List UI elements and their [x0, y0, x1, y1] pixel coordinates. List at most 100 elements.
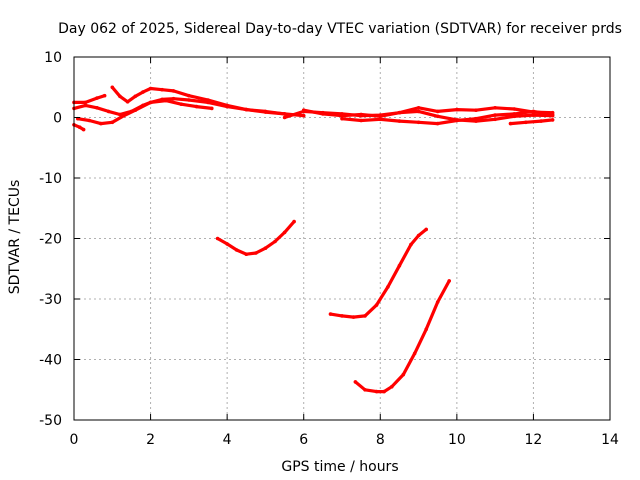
data-point-arc-6 [435, 114, 440, 119]
x-tick-label: 0 [70, 432, 79, 448]
data-point-arc-5 [148, 86, 153, 91]
data-point-arc-4 [77, 125, 82, 129]
data-point-arc-12 [390, 384, 394, 389]
y-tick-label: 0 [53, 111, 62, 127]
series-arc-3 [76, 98, 214, 126]
x-tick-label: 12 [525, 432, 543, 448]
data-point-arc-8 [359, 118, 363, 123]
data-point-arc-11 [374, 303, 379, 307]
data-point-arc-12 [447, 279, 452, 283]
x-tick-label: 14 [601, 432, 619, 448]
x-tick-label: 2 [146, 432, 155, 448]
data-point-arc-7 [416, 106, 421, 110]
data-point-arc-1 [95, 96, 99, 100]
y-axis-label: SDTVAR / TECUs [7, 180, 23, 295]
data-point-arc-4 [81, 127, 86, 132]
data-point-arc-9 [539, 119, 543, 123]
data-point-arc-5 [141, 90, 145, 94]
chart-title: Day 062 of 2025, Sidereal Day-to-day VTE… [58, 21, 622, 37]
data-point-arc-8 [340, 116, 344, 121]
data-point-arc-2 [301, 113, 306, 118]
series-arc-9 [508, 118, 555, 126]
data-point-arc-5 [244, 107, 249, 112]
data-point-arc-5 [263, 110, 268, 114]
data-point-arc-8 [397, 119, 402, 123]
data-point-arc-8 [474, 116, 478, 121]
x-tick-label: 8 [376, 432, 385, 448]
x-tick-label: 10 [448, 432, 466, 448]
data-point-arc-7 [474, 108, 478, 112]
data-point-arc-3 [133, 108, 138, 112]
data-point-arc-7 [397, 110, 402, 115]
data-point-arc-8 [493, 113, 497, 117]
data-point-arc-5 [225, 103, 229, 108]
data-point-arc-5 [110, 85, 115, 90]
series-arc-10 [216, 220, 296, 256]
data-point-arc-3 [122, 113, 126, 118]
data-point-arc-11 [386, 285, 390, 289]
data-point-arc-8 [512, 112, 517, 116]
data-point-arc-11 [328, 312, 333, 316]
y-tick-label: -10 [39, 171, 62, 187]
data-point-arc-7 [378, 114, 383, 119]
series-arc-11 [328, 227, 428, 319]
y-tick-label: -30 [39, 292, 62, 308]
series-arc-1 [72, 94, 107, 105]
data-point-arc-12 [353, 380, 358, 384]
data-point-arc-12 [424, 327, 429, 332]
data-point-arc-7 [493, 106, 497, 110]
data-point-arc-2 [118, 112, 122, 117]
data-point-arc-12 [401, 372, 406, 377]
data-point-arc-3 [110, 120, 115, 125]
y-tick-label: -50 [39, 413, 62, 429]
data-point-arc-12 [382, 389, 386, 394]
series-arc-8 [340, 109, 555, 126]
data-point-arc-10 [282, 230, 287, 235]
data-point-arc-10 [292, 219, 296, 224]
x-axis-label: GPS time / hours [281, 459, 398, 475]
data-point-arc-11 [409, 242, 413, 247]
data-point-arc-5 [187, 93, 191, 98]
data-point-arc-12 [374, 389, 379, 394]
data-point-arc-9 [524, 120, 528, 125]
x-tick-label: 4 [223, 432, 232, 448]
data-point-arc-10 [225, 242, 229, 246]
data-point-arc-12 [435, 300, 440, 304]
data-point-arc-10 [244, 252, 249, 256]
data-point-arc-3 [210, 106, 214, 111]
data-point-arc-7 [340, 113, 344, 118]
tick-layer: 0 2 4 6 8 10 12 14 -50 -40 -30 -20 -10 0 10 [39, 50, 619, 448]
data-point-arc-7 [512, 107, 517, 111]
data-point-arc-5 [133, 94, 138, 99]
series-arc-7 [302, 106, 555, 118]
data-point-arc-11 [397, 263, 402, 268]
data-point-arc-7 [455, 107, 459, 112]
data-point-arc-10 [215, 236, 220, 241]
data-point-arc-7 [359, 112, 363, 117]
data-point-arc-2 [171, 96, 176, 101]
data-point-arc-2 [106, 109, 111, 114]
data-point-arc-3 [99, 121, 103, 126]
data-point-arc-8 [550, 112, 555, 117]
data-point-arc-5 [118, 94, 122, 99]
data-point-arc-3 [148, 100, 153, 105]
data-point-arc-6 [282, 115, 287, 120]
y-tick-label: -40 [39, 353, 62, 369]
data-point-arc-6 [493, 117, 497, 122]
data-point-arc-9 [508, 121, 513, 126]
x-tick-label: 6 [299, 432, 308, 448]
data-point-arc-10 [263, 246, 268, 250]
data-point-arc-10 [254, 251, 258, 255]
data-point-arc-10 [273, 239, 277, 244]
data-point-arc-7 [435, 109, 440, 114]
data-point-arc-9 [550, 118, 555, 122]
data-point-arc-8 [531, 109, 536, 114]
data-point-arc-10 [234, 248, 239, 252]
data-point-arc-11 [363, 314, 367, 318]
data-point-arc-7 [301, 108, 306, 112]
data-point-arc-6 [416, 109, 421, 114]
data-point-arc-5 [206, 98, 210, 102]
data-point-arc-3 [194, 104, 199, 109]
series-layer [72, 85, 555, 394]
